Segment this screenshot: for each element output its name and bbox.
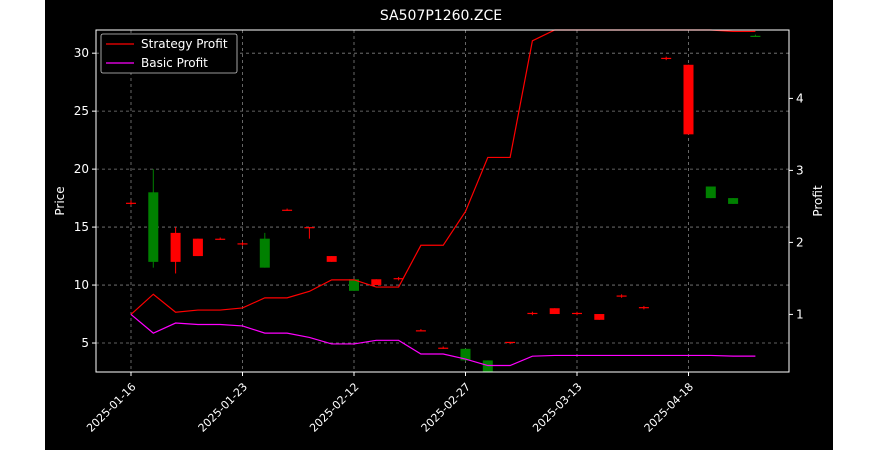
candle-body [371,279,382,286]
candle-body [460,348,471,361]
left-tick-label: 10 [74,278,89,292]
candle-body [237,243,248,245]
candle-body [126,202,136,204]
right-tick-label: 4 [796,91,804,105]
candle-body [326,256,337,262]
left-tick-label: 25 [74,104,89,118]
candle-body [505,341,516,344]
candle-body [415,330,426,332]
candle-body [572,312,582,315]
right-tick-label: 1 [796,307,804,321]
candle-body [549,308,560,315]
chart-title: SA507P1260.ZCE [380,8,502,24]
candle-body [594,314,605,320]
candle-body [728,198,739,204]
left-tick-label: 30 [74,46,89,60]
candle-body [661,57,672,60]
candle-body [170,232,181,262]
candle-body [527,312,538,315]
candle-body [482,360,493,372]
candle-body [215,238,226,240]
candle-body [259,238,270,268]
left-axis-label: Price [53,186,67,215]
legend-label: Basic Profit [141,56,208,70]
left-tick-label: 15 [74,220,89,234]
candle-body [282,209,293,211]
figure-background [45,0,833,450]
right-tick-label: 2 [796,235,804,249]
plot-frame [95,29,790,373]
candle-body [148,192,159,262]
legend-label: Strategy Profit [141,37,228,51]
candle-body [683,64,694,135]
candle-body [438,347,449,349]
candle-body [393,278,404,280]
left-tick-label: 20 [74,162,89,176]
candle-body [304,227,315,229]
candlesticks [126,34,761,372]
right-tick-label: 3 [796,163,804,177]
legend-box [100,33,238,74]
left-tick-label: 5 [81,336,89,350]
basic-profit-line [130,313,756,367]
candle-body [192,238,203,257]
candle-body [750,35,761,37]
candle-body [616,295,627,297]
candle-body [705,186,716,199]
right-axis-label: Profit [811,185,825,217]
candle-body [349,279,359,291]
candle-body [638,307,649,309]
legend: Strategy Profit Basic Profit [100,33,238,74]
